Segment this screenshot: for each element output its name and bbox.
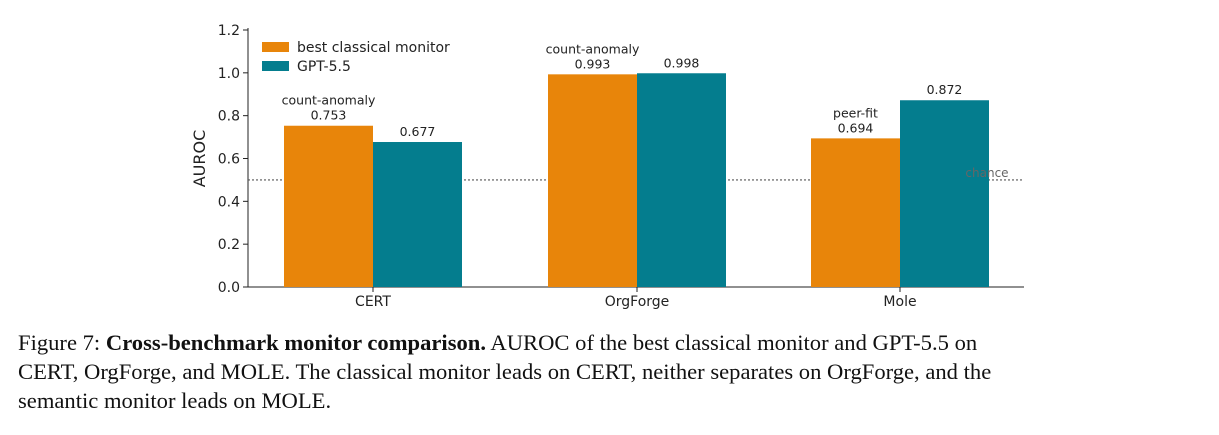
bar-value-label: 0.993	[575, 56, 611, 71]
bar-classical-orgforge	[548, 74, 637, 288]
caption-body-line-2: CERT, OrgForge, and MOLE. The classical …	[18, 359, 992, 384]
x-tick-label: Mole	[883, 294, 916, 310]
y-tick-label: 0.6	[218, 152, 240, 168]
bar-value-label: 0.998	[664, 55, 700, 70]
bar-classical-mole	[811, 138, 900, 287]
legend-swatch	[262, 61, 289, 71]
y-tick-label: 0.0	[218, 280, 240, 296]
y-tick-label: 1.2	[218, 23, 240, 39]
y-axis-label: AUROC	[190, 130, 209, 188]
bar-gpt-mole	[900, 100, 989, 287]
y-tick-label: 1.0	[218, 66, 240, 82]
chart-data-labels: 0.753count-anomaly0.993count-anomaly0.69…	[282, 41, 1009, 180]
bar-chart: 0.0 0.2 0.4 0.6 0.8 1.0 1.2 CERT OrgForge Mole 0.…	[190, 23, 1024, 310]
caption-figure-number: Figure 7:	[18, 330, 101, 355]
legend-label: best classical monitor	[297, 40, 450, 56]
caption-title: Cross-benchmark monitor comparison.	[105, 330, 486, 355]
x-tick-label: OrgForge	[605, 294, 670, 310]
bar-gpt-orgforge	[637, 73, 726, 288]
bar-value-label: 0.753	[311, 108, 347, 123]
bar-value-label: 0.872	[927, 82, 963, 97]
bar-gpt-cert	[373, 142, 462, 287]
bar-value-label: 0.677	[400, 124, 436, 139]
legend-label: GPT-5.5	[297, 59, 351, 75]
y-tick-label: 0.4	[218, 194, 240, 210]
caption-body-line-3: semantic monitor leads on MOLE.	[18, 388, 332, 413]
bar-method-label: count-anomaly	[282, 93, 376, 108]
figure-caption: Figure 7: Cross-benchmark monitor compar…	[18, 328, 1208, 415]
legend-swatch	[262, 42, 289, 52]
bar-method-label: count-anomaly	[546, 41, 640, 56]
caption-body-line-1: AUROC of the best classical monitor and …	[490, 330, 978, 355]
chance-label: chance	[965, 166, 1008, 180]
bar-value-label: 0.694	[838, 120, 874, 135]
bar-method-label: peer-fit	[833, 105, 878, 120]
bar-classical-cert	[284, 125, 373, 287]
x-tick-label: CERT	[355, 294, 391, 310]
chart-legend: best classical monitor GPT-5.5	[262, 40, 450, 75]
y-tick-label: 0.2	[218, 237, 240, 253]
y-tick-label: 0.8	[218, 109, 240, 125]
chart-bars	[284, 73, 989, 288]
